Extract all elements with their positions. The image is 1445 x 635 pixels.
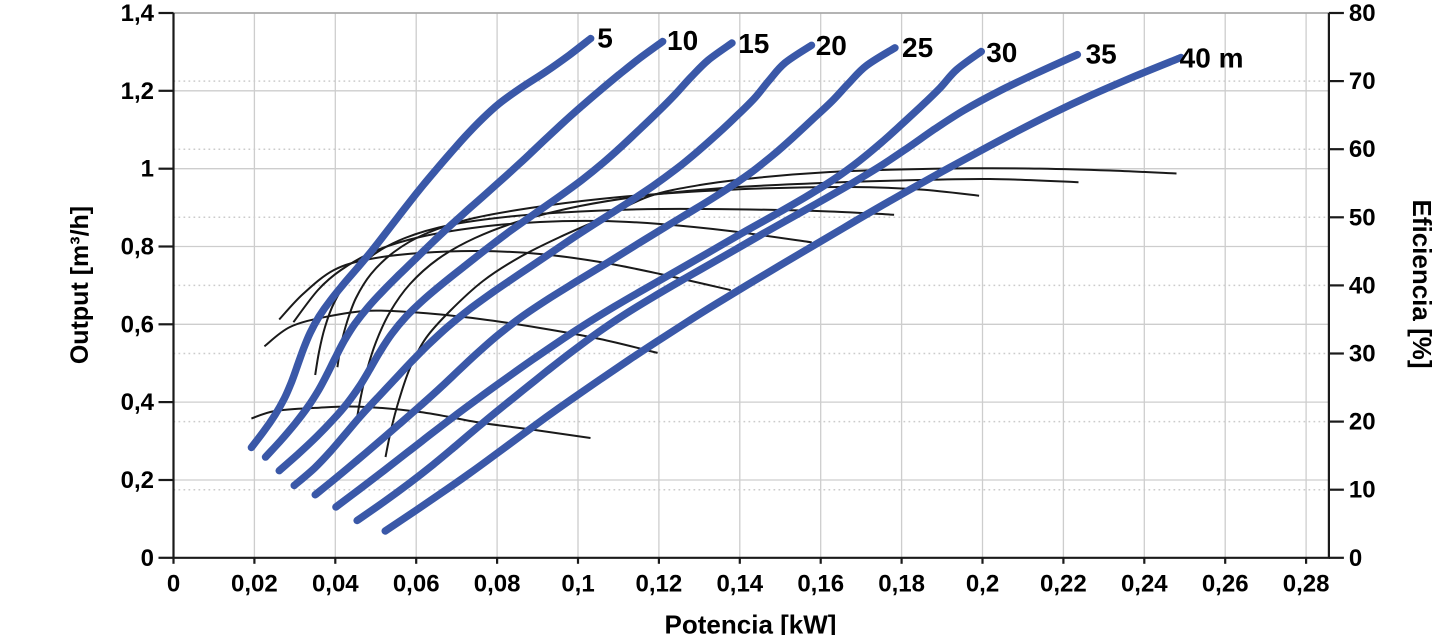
svg-text:0,14: 0,14 [716, 570, 763, 597]
svg-text:35: 35 [1086, 39, 1117, 70]
svg-text:20: 20 [816, 30, 847, 61]
svg-text:Output [m³/h]: Output [m³/h] [66, 206, 94, 364]
svg-text:60: 60 [1349, 136, 1376, 163]
svg-text:5: 5 [597, 23, 613, 54]
svg-text:40: 40 [1349, 272, 1376, 299]
svg-text:0,12: 0,12 [636, 570, 683, 597]
svg-text:0,16: 0,16 [797, 570, 844, 597]
svg-text:30: 30 [986, 37, 1017, 68]
svg-text:0: 0 [1349, 545, 1362, 572]
svg-text:70: 70 [1349, 68, 1376, 95]
svg-text:0: 0 [141, 545, 154, 572]
svg-text:0,1: 0,1 [561, 570, 594, 597]
svg-text:30: 30 [1349, 341, 1376, 368]
svg-text:25: 25 [902, 32, 933, 63]
svg-text:0,8: 0,8 [121, 234, 154, 261]
svg-text:20: 20 [1349, 409, 1376, 436]
svg-text:0,06: 0,06 [393, 570, 440, 597]
svg-text:0,26: 0,26 [1202, 570, 1249, 597]
svg-text:0,24: 0,24 [1121, 570, 1168, 597]
svg-text:1: 1 [141, 156, 154, 183]
svg-text:80: 80 [1349, 0, 1376, 27]
svg-text:0,02: 0,02 [231, 570, 278, 597]
svg-text:Eficiencia [%]: Eficiencia [%] [1407, 199, 1437, 368]
svg-text:1,4: 1,4 [121, 0, 155, 27]
svg-text:50: 50 [1349, 204, 1376, 231]
svg-text:15: 15 [738, 28, 769, 59]
svg-text:10: 10 [667, 25, 698, 56]
svg-text:0,6: 0,6 [121, 311, 154, 338]
svg-text:0,4: 0,4 [121, 389, 155, 416]
svg-text:Potencia [kW]: Potencia [kW] [665, 610, 837, 635]
svg-text:0,28: 0,28 [1283, 570, 1330, 597]
svg-text:0,22: 0,22 [1040, 570, 1087, 597]
svg-text:0,2: 0,2 [966, 570, 999, 597]
svg-text:0,18: 0,18 [878, 570, 925, 597]
svg-text:1,2: 1,2 [121, 78, 154, 105]
svg-text:40 m: 40 m [1180, 43, 1244, 74]
svg-text:0,2: 0,2 [121, 467, 154, 494]
svg-text:0,08: 0,08 [474, 570, 521, 597]
svg-text:0,04: 0,04 [312, 570, 359, 597]
svg-text:10: 10 [1349, 477, 1376, 504]
svg-text:0: 0 [167, 570, 180, 597]
